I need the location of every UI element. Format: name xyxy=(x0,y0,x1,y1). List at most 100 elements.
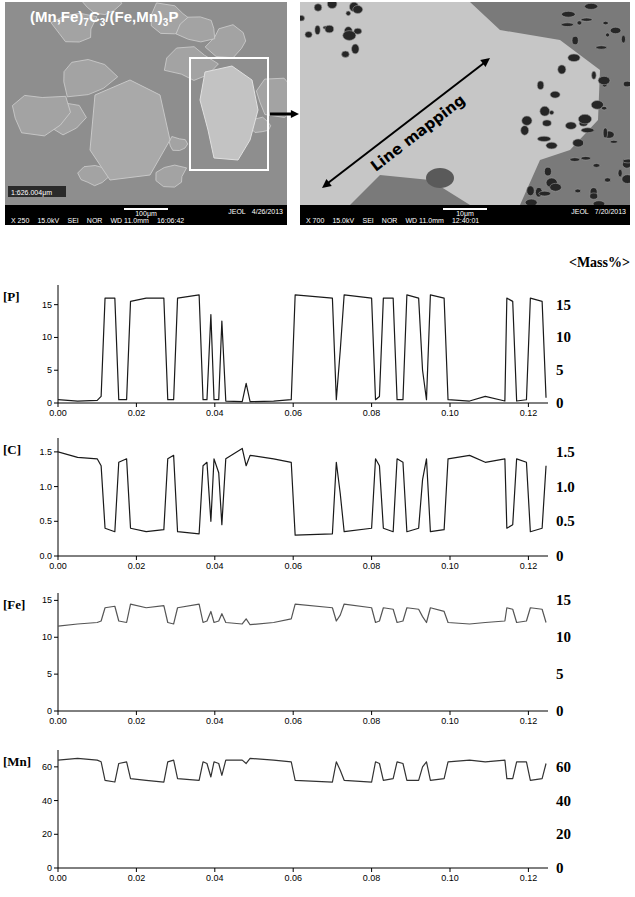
y2-tick-label: 0.5 xyxy=(556,513,575,529)
x-tick xyxy=(293,556,294,560)
sem-pore xyxy=(346,11,351,16)
sem-pore xyxy=(604,178,610,182)
y-tick xyxy=(54,674,58,675)
sem-pore xyxy=(521,126,529,136)
x-tick xyxy=(136,868,137,872)
sem-patch xyxy=(169,137,188,151)
sem-pore xyxy=(601,106,607,110)
x-tick xyxy=(450,556,451,560)
sem-pore xyxy=(596,46,607,50)
sem-pore xyxy=(352,44,360,54)
sem-setting: X 250 xyxy=(11,217,29,224)
sem-pore xyxy=(623,81,630,87)
sem-image-right: Line mapping10μm7/20/2013JEOLX 70015.0kV… xyxy=(297,0,633,225)
y-tick-label: 5 xyxy=(47,669,52,679)
sem-setting: 16:06:42 xyxy=(157,217,184,224)
x-tick-label: 0.04 xyxy=(206,716,224,726)
sem-setting: X 700 xyxy=(306,217,324,224)
measurement: 1:626.004μm xyxy=(11,189,52,197)
sem-setting: WD 11.0mm xyxy=(110,217,149,224)
sem-pore xyxy=(525,199,537,205)
sem-setting: WD 11.0mm xyxy=(405,217,444,224)
y-axis-title: [Fe] xyxy=(3,597,25,612)
y-tick-label: 1.0 xyxy=(39,482,52,492)
sem-pore xyxy=(584,3,597,9)
x-tick xyxy=(58,556,59,560)
plot-area xyxy=(58,448,546,535)
x-tick xyxy=(136,556,137,560)
label-part: M xyxy=(35,8,48,25)
label-part: M xyxy=(136,8,149,25)
label-part: P xyxy=(168,8,178,25)
sem-pore xyxy=(561,23,573,27)
sem-pore xyxy=(305,31,312,37)
x-tick xyxy=(293,711,294,715)
sem-setting: 15.0kV xyxy=(332,217,354,224)
y2-tick-label: 10 xyxy=(556,329,571,345)
sem-pore xyxy=(327,2,337,8)
plot-area xyxy=(58,604,546,626)
x-tick xyxy=(136,711,137,715)
sem-pore xyxy=(575,189,581,193)
sem-pore xyxy=(522,116,532,125)
sem-setting: SEI xyxy=(68,217,79,224)
y-tick-label: 1.5 xyxy=(39,447,52,457)
x-tick xyxy=(371,403,372,407)
x-tick xyxy=(214,403,215,407)
sem-pore xyxy=(550,183,562,191)
sem-date: 7/20/2013 xyxy=(595,208,626,215)
y-tick-label: 0 xyxy=(47,398,52,408)
sem-pore xyxy=(314,4,322,12)
sem-pore xyxy=(527,186,535,196)
sem-pore xyxy=(590,193,598,199)
y2-tick-label: 0 xyxy=(556,860,564,876)
x-tick-label: 0.04 xyxy=(206,873,224,883)
y2-tick-label: 1.5 xyxy=(556,444,575,460)
x-tick-label: 0.02 xyxy=(128,408,146,418)
y-tick-label: 0.5 xyxy=(39,516,52,526)
label-part: C xyxy=(89,8,100,25)
sem-setting: SEI xyxy=(363,217,374,224)
sem-spot xyxy=(426,168,454,188)
y2-tick-label: 20 xyxy=(556,826,571,842)
sem-pore xyxy=(570,158,580,162)
x-tick xyxy=(58,868,59,872)
x-tick-label: 0.02 xyxy=(128,873,146,883)
sem-setting: NOR xyxy=(87,217,103,224)
highlight-box xyxy=(190,58,268,170)
x-tick-label: 0.04 xyxy=(206,408,224,418)
x-tick xyxy=(371,556,372,560)
line-mapping-label: Line mapping xyxy=(367,91,469,175)
y2-tick-label: 10 xyxy=(556,629,571,645)
sem-ground xyxy=(300,2,630,205)
profile-line xyxy=(58,295,546,402)
sem-pore xyxy=(621,35,625,43)
sem-pore xyxy=(581,156,591,160)
sem-pore xyxy=(544,167,551,176)
y2-tick-label: 0 xyxy=(556,395,564,411)
sem-pore xyxy=(572,36,578,44)
sem-pore xyxy=(618,169,622,177)
x-tick-label: 0.02 xyxy=(128,561,146,571)
sem-setting: 15.0kV xyxy=(37,217,59,224)
y-tick xyxy=(54,834,58,835)
y2-tick-label: 0 xyxy=(556,548,564,564)
y-axis-title: [Mn] xyxy=(3,754,31,769)
x-axis xyxy=(58,556,548,557)
phase-label: (Mn,Fe)7C3/(Fe,Mn)3P xyxy=(30,8,178,28)
sem-pore xyxy=(558,65,566,74)
chart: 0.000.020.040.060.080.100.12020406002040… xyxy=(3,750,571,883)
y-tick xyxy=(54,370,58,371)
y-tick-label: 60 xyxy=(42,762,52,772)
chart: 0.000.020.040.060.080.100.12051015051015… xyxy=(3,255,630,418)
sem-texture xyxy=(300,2,630,205)
sem-pore xyxy=(622,175,630,184)
y-axis xyxy=(58,438,59,556)
x-tick-label: 0.10 xyxy=(441,873,459,883)
sem-pore xyxy=(353,5,363,13)
y-tick-label: 40 xyxy=(42,796,52,806)
x-tick-label: 0.00 xyxy=(49,716,67,726)
x-tick-label: 0.12 xyxy=(520,716,538,726)
x-tick xyxy=(371,711,372,715)
chart: 0.000.020.040.060.080.100.120.00.51.01.5… xyxy=(3,438,575,571)
